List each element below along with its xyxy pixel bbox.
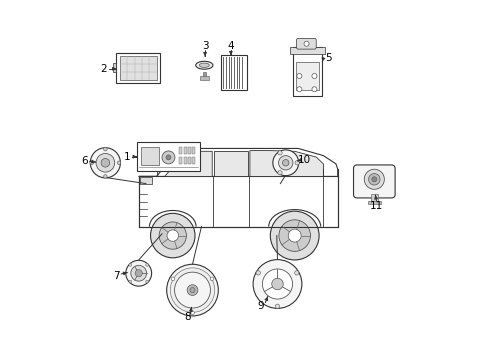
Bar [200, 76, 208, 80]
Bar [120, 56, 156, 80]
Text: 8: 8 [183, 312, 190, 322]
Circle shape [294, 271, 298, 275]
Circle shape [371, 177, 376, 182]
Circle shape [131, 265, 146, 281]
Circle shape [190, 288, 195, 293]
Circle shape [103, 175, 107, 178]
Text: 10: 10 [298, 154, 311, 165]
Ellipse shape [195, 61, 212, 69]
Circle shape [101, 158, 109, 167]
Circle shape [278, 220, 310, 251]
Bar [192, 157, 195, 164]
Bar [140, 147, 159, 165]
FancyBboxPatch shape [353, 165, 394, 198]
Circle shape [190, 311, 194, 315]
Circle shape [364, 169, 384, 189]
Bar [367, 201, 380, 204]
Circle shape [117, 161, 121, 165]
Bar [137, 141, 199, 171]
Circle shape [210, 277, 213, 280]
Circle shape [287, 229, 301, 242]
Circle shape [294, 161, 299, 165]
Text: 9: 9 [257, 301, 264, 311]
Circle shape [165, 155, 171, 160]
Circle shape [277, 151, 282, 155]
Bar [292, 47, 322, 96]
Circle shape [296, 73, 301, 78]
Circle shape [270, 211, 319, 260]
Text: 6: 6 [81, 156, 88, 166]
Text: 7: 7 [113, 271, 119, 281]
Circle shape [275, 304, 279, 309]
Circle shape [125, 260, 151, 286]
Polygon shape [139, 148, 337, 176]
Bar [203, 72, 205, 77]
Circle shape [96, 153, 115, 172]
Bar [296, 62, 318, 90]
Text: 4: 4 [227, 41, 234, 51]
Circle shape [296, 87, 301, 92]
Circle shape [129, 264, 131, 266]
Circle shape [145, 280, 148, 283]
Circle shape [90, 161, 93, 165]
FancyBboxPatch shape [296, 39, 316, 49]
Bar [187, 147, 191, 154]
Bar [187, 157, 191, 164]
Bar [192, 147, 195, 154]
Bar [221, 55, 246, 90]
Circle shape [171, 277, 174, 280]
Polygon shape [249, 150, 323, 176]
Text: 3: 3 [202, 41, 208, 51]
Circle shape [311, 87, 316, 92]
Text: 5: 5 [325, 53, 331, 63]
Text: 2: 2 [101, 64, 107, 74]
Ellipse shape [199, 63, 209, 67]
Circle shape [272, 150, 298, 176]
Circle shape [167, 230, 178, 241]
Bar [140, 177, 152, 184]
Text: 1: 1 [123, 152, 130, 162]
Circle shape [187, 285, 198, 296]
Circle shape [150, 213, 195, 258]
Circle shape [159, 222, 186, 249]
Circle shape [262, 269, 292, 299]
FancyBboxPatch shape [116, 53, 160, 83]
Circle shape [170, 268, 214, 312]
Circle shape [174, 272, 210, 308]
Circle shape [253, 260, 301, 309]
Bar [179, 147, 182, 154]
Text: 11: 11 [369, 201, 382, 211]
Circle shape [103, 147, 107, 151]
Circle shape [304, 41, 308, 46]
Bar [289, 46, 325, 54]
Circle shape [256, 271, 260, 275]
Circle shape [311, 73, 316, 78]
Circle shape [129, 280, 131, 283]
Bar [179, 157, 182, 164]
Circle shape [166, 264, 218, 316]
Bar [183, 147, 186, 154]
Circle shape [278, 156, 292, 170]
Polygon shape [164, 151, 212, 176]
Circle shape [145, 264, 148, 266]
Bar [113, 63, 116, 72]
Circle shape [277, 171, 282, 175]
Circle shape [368, 174, 379, 185]
Bar [370, 194, 377, 202]
Polygon shape [214, 150, 247, 176]
Circle shape [282, 159, 288, 166]
Circle shape [271, 278, 283, 290]
Circle shape [90, 148, 120, 178]
Bar [183, 157, 186, 164]
Circle shape [135, 270, 142, 277]
Polygon shape [139, 176, 337, 226]
Circle shape [162, 151, 175, 164]
